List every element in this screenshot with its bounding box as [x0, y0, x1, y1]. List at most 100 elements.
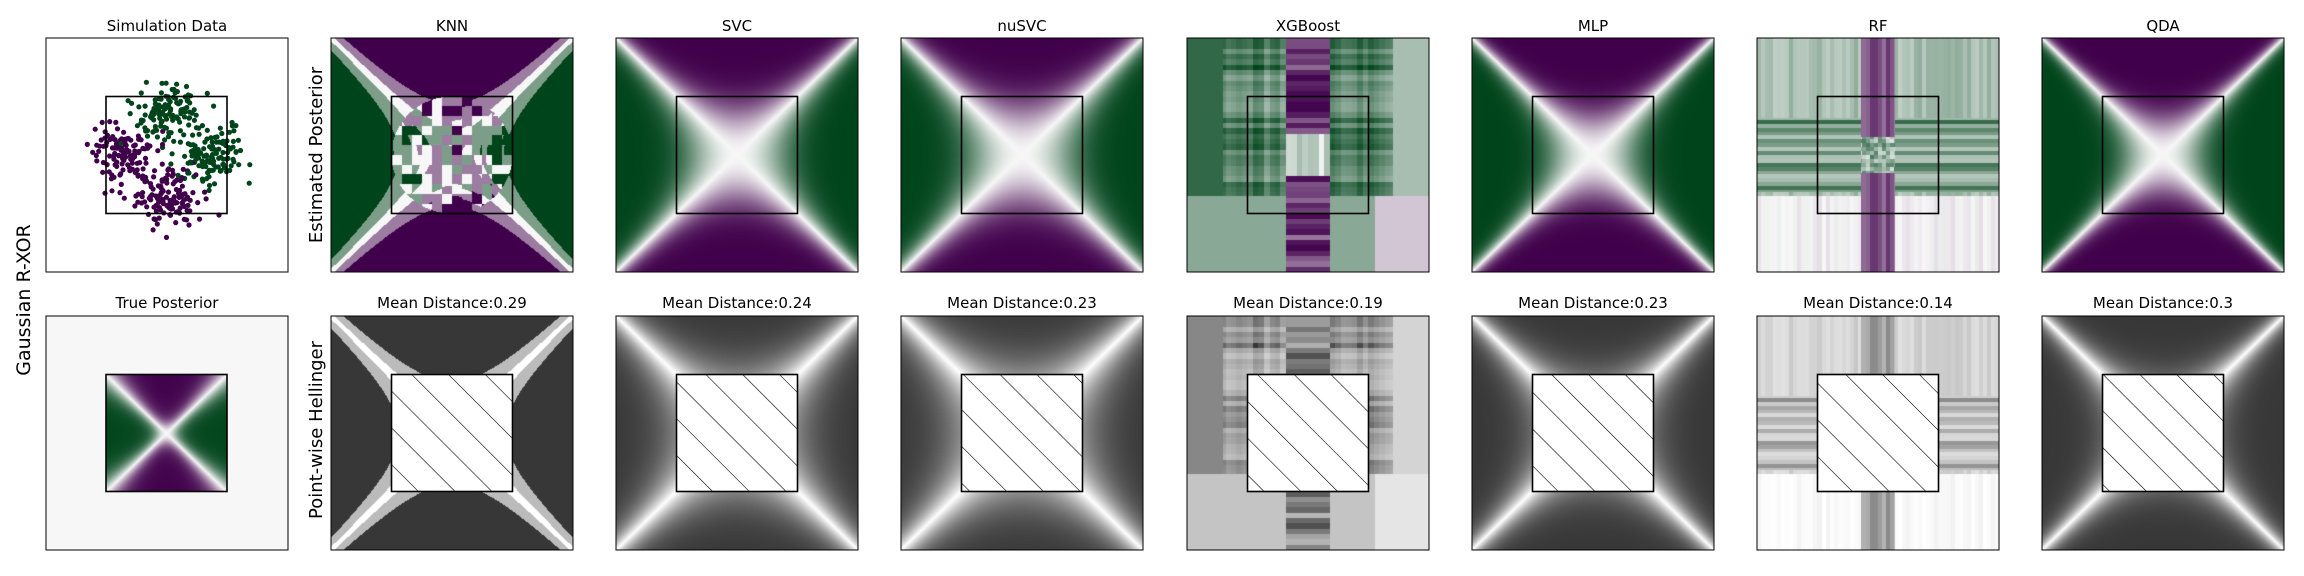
simulation-point — [237, 147, 244, 154]
mean-distance-nusvc: Mean Distance:0.23 — [947, 294, 1097, 312]
simulation-point — [169, 151, 175, 157]
simulation-point — [155, 183, 161, 189]
simulation-point — [92, 126, 98, 132]
simulation-point — [184, 217, 190, 223]
simulation-point — [177, 128, 183, 134]
simulation-point — [143, 128, 149, 134]
simulation-point — [217, 125, 223, 131]
simulation-point — [158, 90, 164, 96]
simulation-point — [235, 137, 241, 143]
simulation-point — [209, 139, 215, 145]
simulation-point — [114, 126, 121, 132]
simulation-point — [159, 118, 165, 124]
simulation-point — [151, 105, 157, 112]
simulation-point — [179, 175, 185, 181]
simulation-point — [111, 156, 117, 162]
simulation-point — [185, 170, 191, 176]
simulation-point — [94, 158, 100, 164]
simulation-point — [114, 145, 120, 151]
simulation-point — [135, 191, 141, 197]
simulation-point — [211, 181, 218, 187]
mean-distance-knn: Mean Distance:0.29 — [377, 294, 527, 312]
mean-distance-svc: Mean Distance:0.24 — [662, 294, 812, 312]
simulation-point — [156, 96, 162, 102]
simulation-point — [106, 169, 112, 175]
simulation-point — [167, 99, 173, 105]
simulation-point — [233, 149, 239, 155]
posterior-inner-box-qda — [2101, 95, 2225, 215]
simulation-point — [165, 134, 172, 140]
true-posterior-panel: True Posterior — [45, 294, 289, 551]
simulation-point — [98, 137, 104, 143]
posterior-heatmap-xgboost — [1187, 38, 1429, 272]
hellinger-hatched-box-mlp — [1531, 373, 1655, 493]
hellinger-hatched-box-svc — [675, 373, 799, 493]
simulation-point — [97, 143, 103, 149]
simulation-point — [151, 216, 158, 222]
posterior-frame-knn — [330, 37, 574, 273]
model-title-knn: KNN — [436, 17, 468, 35]
simulation-point — [107, 136, 113, 142]
simulation-point — [156, 102, 162, 108]
hellinger-hatched-box-rf — [1816, 373, 1940, 493]
simulation-point — [185, 141, 191, 147]
posterior-frame-xgboost — [1186, 37, 1430, 273]
simulation-point — [172, 179, 178, 185]
simulation-point — [186, 122, 192, 128]
simulation-point — [186, 222, 192, 228]
simulation-point — [181, 114, 188, 120]
simulation-point — [168, 106, 174, 112]
simulation-point — [216, 139, 222, 145]
simulation-point — [193, 156, 199, 162]
simulation-point — [171, 138, 177, 144]
simulation-point — [180, 166, 186, 172]
simulation-point — [163, 194, 169, 200]
simulation-point — [201, 160, 207, 166]
simulation-point — [127, 168, 133, 174]
simulation-point — [125, 98, 131, 104]
simulation-point — [189, 153, 195, 159]
simulation-point — [142, 199, 148, 205]
hellinger-frame-nusvc — [900, 315, 1144, 551]
true-posterior-title: True Posterior — [115, 294, 220, 312]
model-panel-rf: RF Mean Distance:0.14 — [1756, 17, 2000, 551]
simulation-point — [84, 141, 90, 147]
simulation-point — [135, 172, 141, 178]
simulation-point — [179, 183, 185, 189]
simulation-point — [170, 116, 176, 122]
simulation-point — [230, 138, 236, 144]
simulation-point — [151, 204, 157, 210]
model-panel-nusvc: nuSVC Mean Distance:0.23 — [900, 17, 1144, 551]
simulation-point — [162, 137, 168, 143]
simulation-point — [166, 111, 172, 117]
simulation-point — [93, 152, 99, 159]
simulation-point — [96, 148, 102, 154]
simulation-point — [216, 155, 222, 161]
simulation-point — [151, 168, 158, 174]
simulation-point — [202, 189, 208, 195]
simulation-point — [142, 103, 148, 109]
simulation-point — [107, 119, 113, 125]
posterior-heatmap-knn — [331, 38, 573, 272]
simulation-point — [162, 113, 168, 119]
simulation-point — [108, 176, 114, 182]
simulation-point — [136, 104, 142, 110]
simulation-point — [135, 133, 141, 139]
simulation-point — [199, 123, 205, 129]
simulation-point — [178, 111, 184, 117]
simulation-point — [140, 166, 146, 172]
simulation-point — [192, 143, 198, 149]
simulation-point — [188, 160, 194, 166]
simulation-point — [121, 129, 127, 135]
simulation-point — [120, 147, 126, 153]
simulation-point — [135, 149, 141, 155]
simulation-point — [230, 144, 236, 150]
simulation-point — [159, 141, 166, 148]
simulation-point — [246, 180, 252, 186]
simulation-point — [228, 163, 234, 169]
simulation-point — [143, 79, 149, 85]
simulation-point — [144, 178, 150, 184]
simulation-point — [158, 123, 164, 129]
simulation-point — [149, 192, 155, 198]
